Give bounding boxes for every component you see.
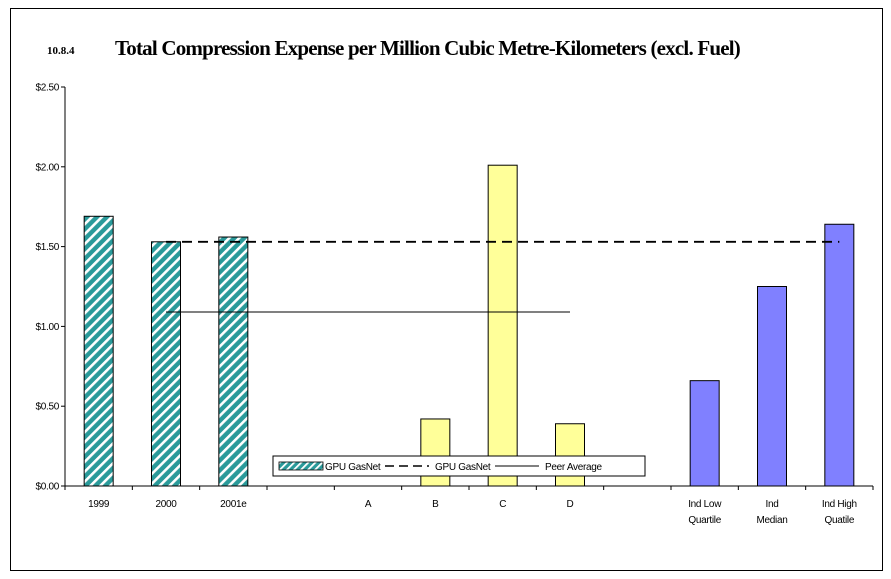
y-tick-label: $2.50 <box>35 83 59 94</box>
y-axis: $0.00 $0.50 $1.00 $1.50 $2.00 $2.50 <box>35 83 66 493</box>
x-tick-label: Ind <box>765 499 778 510</box>
legend-box <box>272 455 646 477</box>
y-tick-label: $2.00 <box>35 162 59 173</box>
chart: 10.8.4 Total Compression Expense per Mil… <box>35 36 874 526</box>
x-tick-label: 1999 <box>88 499 110 510</box>
y-tick-label: $1.00 <box>35 322 59 333</box>
x-axis: 1999 2000 2001e A B C D Ind Low Quartile Ind Media… <box>64 485 874 526</box>
reference-lines <box>166 240 840 313</box>
legend-label-peer-average: Peer Average <box>545 462 603 473</box>
x-tick-label: A <box>365 499 372 510</box>
bar <box>151 241 181 487</box>
x-tick-label: Quartile <box>688 515 721 526</box>
x-tick-label: 2000 <box>155 499 177 510</box>
bar <box>218 236 249 487</box>
chart-frame: 10.8.4 Total Compression Expense per Mil… <box>10 8 883 571</box>
y-tick-label: $0.50 <box>35 402 59 413</box>
y-tick-label: $0.00 <box>35 482 59 493</box>
x-tick-label: C <box>499 499 506 510</box>
bar <box>487 164 518 487</box>
bar <box>757 286 787 487</box>
bar <box>824 223 855 487</box>
x-tick-label: Median <box>757 515 788 526</box>
x-tick-label: Quatile <box>825 515 855 526</box>
x-tick-label: Ind Low <box>688 499 722 510</box>
bar <box>689 380 720 487</box>
x-tick-label: D <box>567 499 574 510</box>
x-tick-label: B <box>432 499 439 510</box>
legend-swatch-hatch <box>278 461 324 471</box>
x-tick-label: Ind High <box>822 499 857 510</box>
chart-title: Total Compression Expense per Million Cu… <box>115 36 741 60</box>
bar <box>83 215 114 487</box>
bars <box>83 164 855 487</box>
legend: GPU GasNet GPU GasNet Peer Average <box>272 455 646 477</box>
figure-number: 10.8.4 <box>47 45 75 57</box>
legend-label-gpu-bars: GPU GasNet <box>325 462 381 473</box>
legend-label-gpu-line: GPU GasNet <box>435 462 491 473</box>
bar <box>555 423 585 487</box>
x-tick-label: 2001e <box>220 499 247 510</box>
y-tick-label: $1.50 <box>35 242 59 253</box>
